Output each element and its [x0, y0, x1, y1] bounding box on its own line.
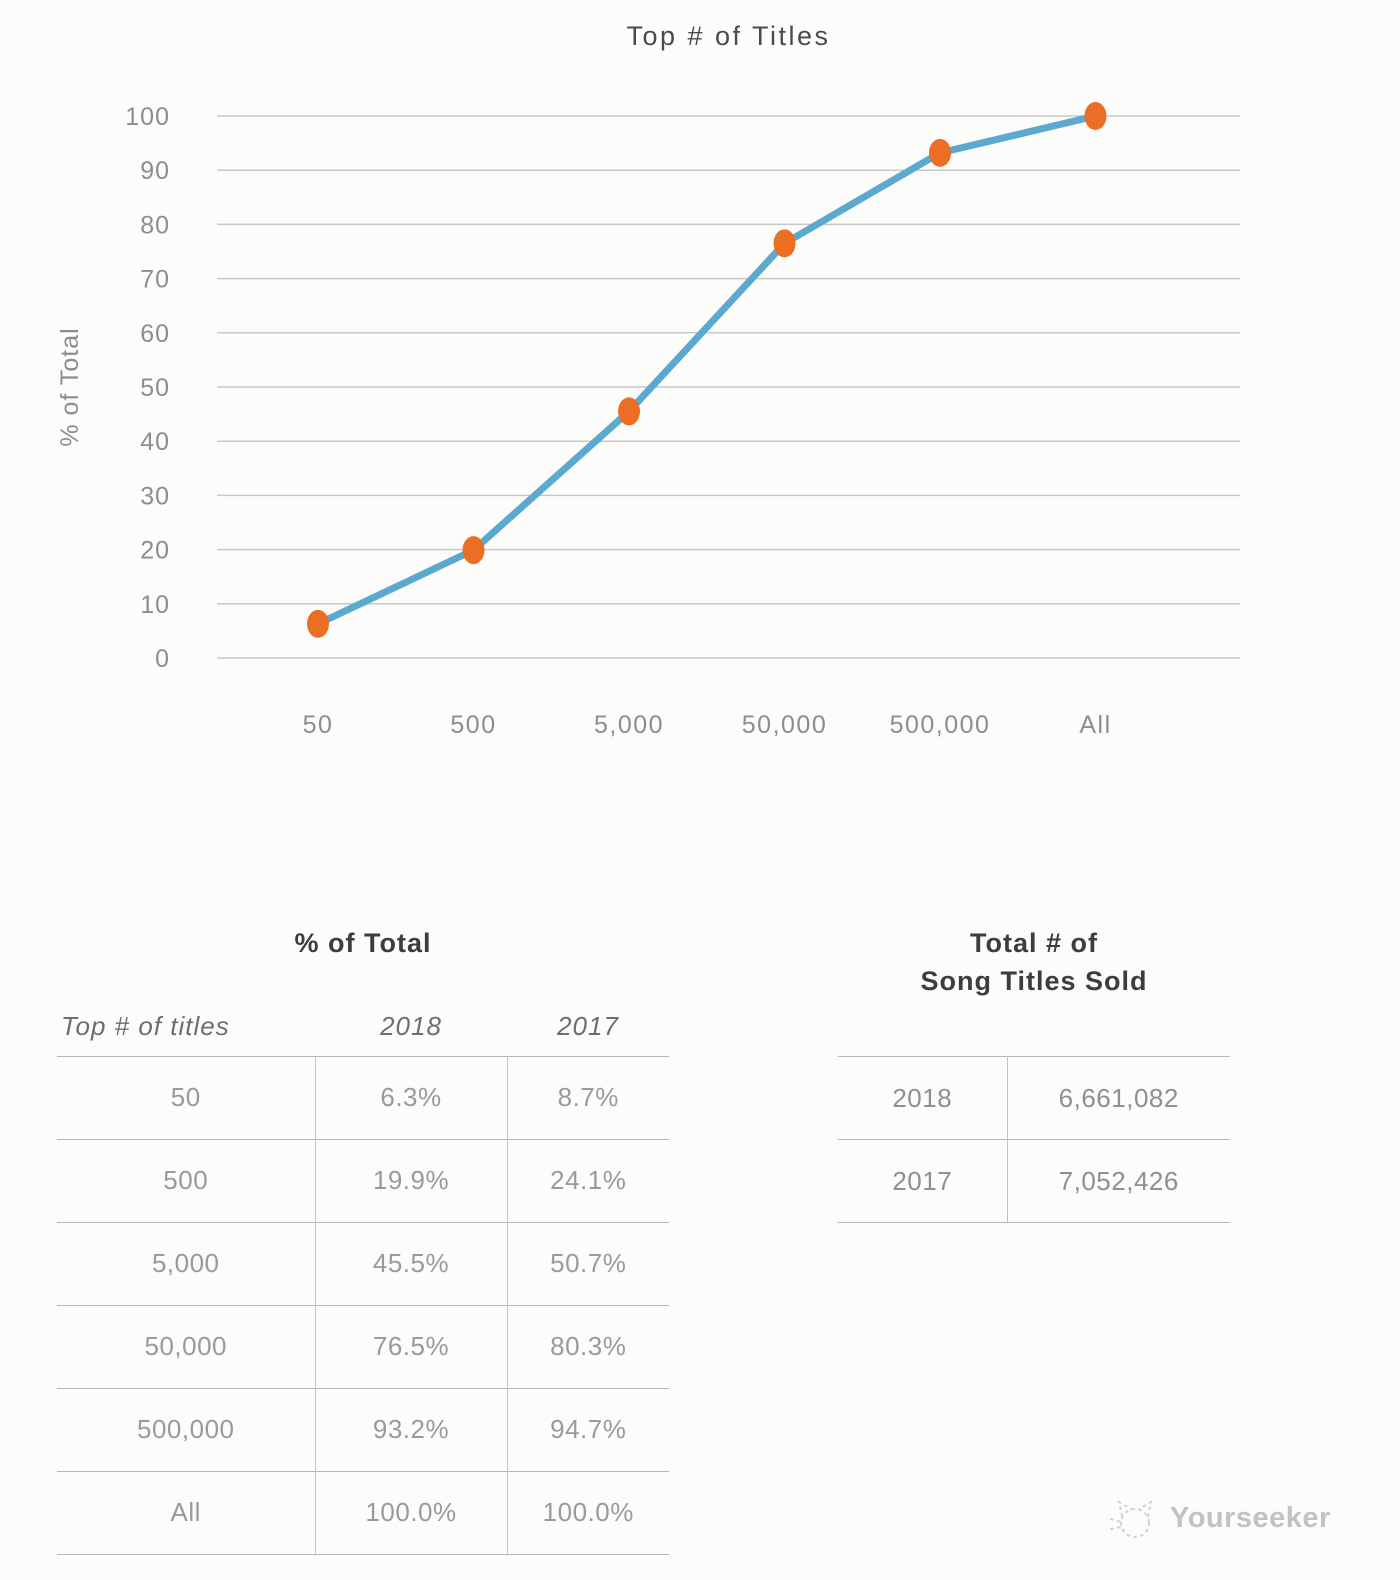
- series-line: [314, 112, 1099, 628]
- value-2017: 50.7%: [507, 1221, 669, 1305]
- total-value: 7,052,426: [1007, 1139, 1230, 1223]
- value-2017: 94.7%: [507, 1387, 669, 1471]
- table-row: 500,000 93.2% 94.7%: [57, 1387, 669, 1471]
- x-tick-label: 500,000: [890, 711, 991, 739]
- row-label: 50,000: [57, 1304, 315, 1388]
- x-tick-label: 50: [303, 711, 334, 739]
- y-tick-label: 80: [140, 211, 170, 239]
- y-tick-label: 90: [140, 157, 170, 185]
- y-tick-label: 100: [125, 103, 170, 131]
- table-row: All 100.0% 100.0%: [57, 1470, 669, 1555]
- data-point-marker: [307, 609, 329, 638]
- table-row: 500 19.9% 24.1%: [57, 1138, 669, 1222]
- value-2018: 100.0%: [314, 1470, 508, 1555]
- x-tick-label: 50,000: [742, 711, 827, 739]
- data-point-marker: [462, 536, 485, 565]
- titles-sold-table: 2018 6,661,082 2017 7,052,426: [838, 1056, 1230, 1223]
- table-row: 5,000 45.5% 50.7%: [57, 1221, 669, 1305]
- table-row: 2018 6,661,082: [838, 1056, 1230, 1140]
- y-tick-label: 20: [140, 537, 170, 565]
- table-row: 2017 7,052,426: [838, 1139, 1230, 1223]
- x-tick-label: 5,000: [594, 711, 664, 739]
- value-2017: 100.0%: [507, 1470, 669, 1555]
- watermark-label: Yourseeker: [1170, 1501, 1331, 1534]
- column-header-2017: 2017: [557, 1011, 619, 1042]
- y-tick-label: 10: [140, 591, 170, 619]
- y-tick-label: 30: [140, 482, 170, 510]
- row-label: 500,000: [57, 1387, 315, 1471]
- year-label: 2017: [838, 1139, 1008, 1223]
- value-2018: 19.9%: [314, 1138, 508, 1222]
- data-point-marker: [618, 397, 640, 426]
- value-2017: 8.7%: [507, 1055, 669, 1139]
- row-label: 50: [57, 1055, 315, 1139]
- titles-sold-table-title: Total # of Song Titles Sold: [920, 928, 1148, 996]
- value-2018: 76.5%: [314, 1304, 508, 1388]
- chart-title: Top # of Titles: [626, 21, 830, 51]
- data-point-marker: [929, 138, 951, 167]
- row-label: 500: [57, 1138, 315, 1222]
- data-point-marker: [773, 229, 796, 258]
- y-axis-label: % of Total: [56, 327, 84, 446]
- year-label: 2018: [838, 1056, 1008, 1140]
- cat-sketch-icon: [1110, 1499, 1153, 1538]
- x-tick-label: 500: [450, 711, 496, 739]
- total-value: 6,661,082: [1007, 1056, 1230, 1140]
- row-label: All: [57, 1470, 315, 1555]
- y-tick-label: 60: [140, 320, 170, 348]
- value-2018: 45.5%: [314, 1221, 508, 1305]
- y-tick-label: 50: [140, 374, 170, 402]
- table-header-row: Top # of titles 2018 2017: [57, 998, 669, 1056]
- column-header-top-titles: Top # of titles: [61, 1011, 230, 1042]
- value-2018: 6.3%: [314, 1055, 508, 1139]
- y-tick-label: 70: [140, 266, 170, 294]
- row-label: 5,000: [57, 1221, 315, 1305]
- value-2018: 93.2%: [314, 1387, 508, 1471]
- table-row: 50 6.3% 8.7%: [57, 1055, 669, 1139]
- x-tick-label: All: [1079, 711, 1111, 739]
- value-2017: 24.1%: [507, 1138, 669, 1222]
- watermark: Yourseeker: [1108, 1492, 1331, 1544]
- percent-of-total-table: Top # of titles 2018 2017 50 6.3% 8.7% 5…: [57, 998, 669, 1555]
- value-2017: 80.3%: [507, 1304, 669, 1388]
- data-point-marker: [1084, 102, 1107, 130]
- table-row: 50,000 76.5% 80.3%: [57, 1304, 669, 1388]
- line-chart: 0 10 20 30 40 50 60 70 80 90 100 50 500 5,000 50,000 50…: [56, 21, 1240, 739]
- y-tick-label: 40: [140, 428, 170, 456]
- column-header-2018: 2018: [380, 1011, 442, 1042]
- percent-of-total-table-title: % of Total: [294, 928, 432, 958]
- y-tick-label: 0: [155, 645, 170, 673]
